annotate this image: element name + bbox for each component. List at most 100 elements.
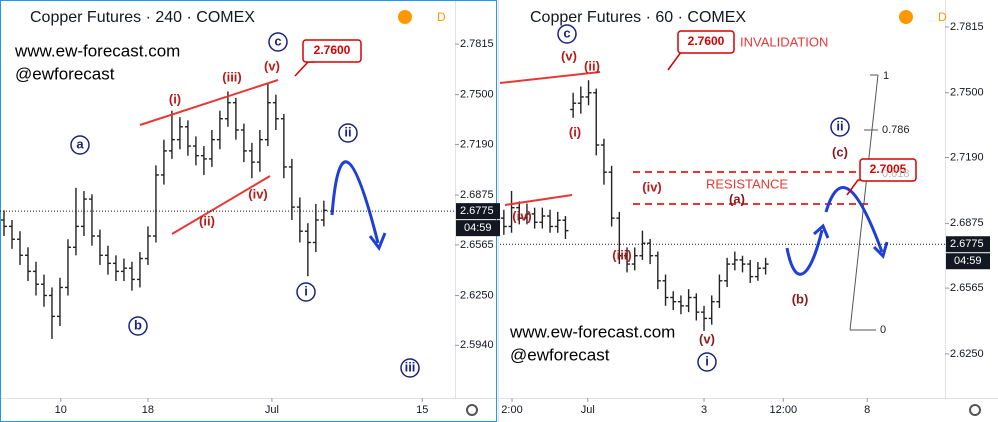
settings-icon[interactable]: [969, 404, 981, 416]
annotation: (v): [264, 58, 280, 73]
y-tick-label: 2.7500: [460, 89, 494, 101]
alert-icon: [899, 10, 913, 24]
annotation: 0.786: [882, 124, 910, 136]
y-tick-label: 2.7815: [950, 21, 984, 33]
right-drawings: [499, 30, 917, 331]
trend-line: [499, 71, 601, 84]
last-price-label: 2.6775: [950, 238, 984, 250]
annotation: 2.7005: [870, 162, 907, 176]
annotation: c: [274, 33, 281, 48]
annotation: RESISTANCE: [706, 176, 788, 191]
annotation: @ewforecast: [510, 345, 610, 364]
annotation: c: [563, 25, 570, 40]
projection-arrow: [824, 186, 884, 253]
annotation: (ii): [584, 58, 600, 73]
annotation: (i): [569, 124, 581, 139]
annotation: (v): [699, 331, 715, 346]
wave-circle: [128, 316, 148, 336]
countdown-tag: [946, 253, 990, 270]
annotation: (iv): [248, 186, 268, 201]
trend-line: [139, 79, 279, 126]
annotation: 2.7600: [314, 43, 351, 57]
annotation: www.ew-forecast.com: [509, 322, 675, 341]
header-icons: [398, 10, 981, 416]
x-tick-label: 2:00: [501, 404, 522, 416]
countdown-tag: [456, 220, 500, 237]
y-tick-label: 2.7190: [950, 151, 984, 163]
annotation: (v): [561, 48, 577, 63]
x-tick-label: 18: [142, 404, 154, 416]
annotation: (iv): [512, 208, 532, 223]
annotation: ii: [836, 118, 843, 133]
y-tick-label: 2.7500: [950, 87, 984, 99]
annotation: a: [76, 136, 84, 151]
wave-circle: [268, 32, 288, 52]
x-tick-label: 15: [416, 404, 428, 416]
callout-box: [859, 158, 917, 182]
wave-circle: [296, 282, 316, 302]
annotation: INVALIDATION: [740, 34, 828, 49]
annotation: 1: [883, 70, 889, 82]
annotation: (i): [169, 91, 181, 106]
annotation: (iii): [612, 247, 632, 262]
annotation: 2.7600: [688, 34, 725, 48]
y-tick-label: 2.6250: [950, 348, 984, 360]
last-price-tag: [456, 203, 500, 220]
y-tick-label: 2.6250: [460, 289, 494, 301]
alert-icon: [398, 10, 412, 24]
trend-line: [171, 175, 271, 235]
annotation: (iii): [222, 69, 242, 84]
callout-box: [677, 30, 735, 54]
x-tick-label: Jul: [581, 404, 595, 416]
y-tick-label: 2.6565: [950, 282, 984, 294]
wave-circle: [70, 135, 90, 155]
wave-circle: [338, 123, 358, 143]
annotation: www.ew-forecast.com: [14, 41, 180, 60]
wave-circle: [830, 117, 850, 137]
annotation: i: [705, 353, 709, 368]
annotation: b: [134, 317, 142, 332]
annotation: (c): [832, 144, 848, 159]
fib-line: [849, 74, 879, 331]
annotation: (iv): [642, 179, 662, 194]
chart-title: Copper Futures · 60 · COMEX: [530, 9, 746, 26]
chart-title: Copper Futures · 240 · COMEX: [30, 9, 255, 26]
arrow-head: [872, 241, 889, 259]
settings-icon[interactable]: [466, 404, 478, 416]
x-tick-label: Jul: [265, 404, 279, 416]
last-price-tag: [946, 236, 990, 253]
annotation: 0: [880, 324, 886, 336]
trend-line: [504, 194, 573, 206]
wave-circle: [697, 352, 717, 372]
y-tick-label: 2.7815: [460, 38, 494, 50]
countdown: 04:59: [464, 222, 492, 234]
y-tick-label: 2.6875: [460, 189, 494, 201]
callout-box: [302, 39, 362, 63]
interval-badge: D: [437, 10, 446, 24]
x-tick-label: 10: [55, 404, 67, 416]
last-price-label: 2.6775: [460, 205, 494, 217]
wave-circle: [557, 24, 577, 44]
x-tick-label: 8: [864, 404, 870, 416]
annotation: (ii): [199, 213, 215, 228]
y-tick-label: 2.6875: [950, 217, 984, 229]
arrow-head: [368, 232, 387, 252]
annotation: iii: [405, 359, 416, 374]
y-tick-label: 2.6565: [460, 239, 494, 251]
candles: [500, 80, 769, 331]
annotation: ii: [344, 124, 351, 139]
annotation: i: [304, 283, 308, 298]
x-tick-label: 3: [701, 404, 707, 416]
y-tick-label: 2.5940: [460, 339, 494, 351]
annotation: @ewforecast: [15, 64, 115, 83]
interval-badge: D: [938, 10, 947, 24]
x-tick-label: 12:00: [770, 404, 798, 416]
arrow-head: [813, 223, 830, 239]
countdown: 04:59: [954, 255, 982, 267]
wave-circle: [400, 358, 420, 378]
annotation: (a): [729, 191, 745, 206]
y-tick-label: 2.7190: [460, 138, 494, 150]
annotation: (b): [792, 291, 809, 306]
annotation: 0.618: [882, 168, 910, 180]
